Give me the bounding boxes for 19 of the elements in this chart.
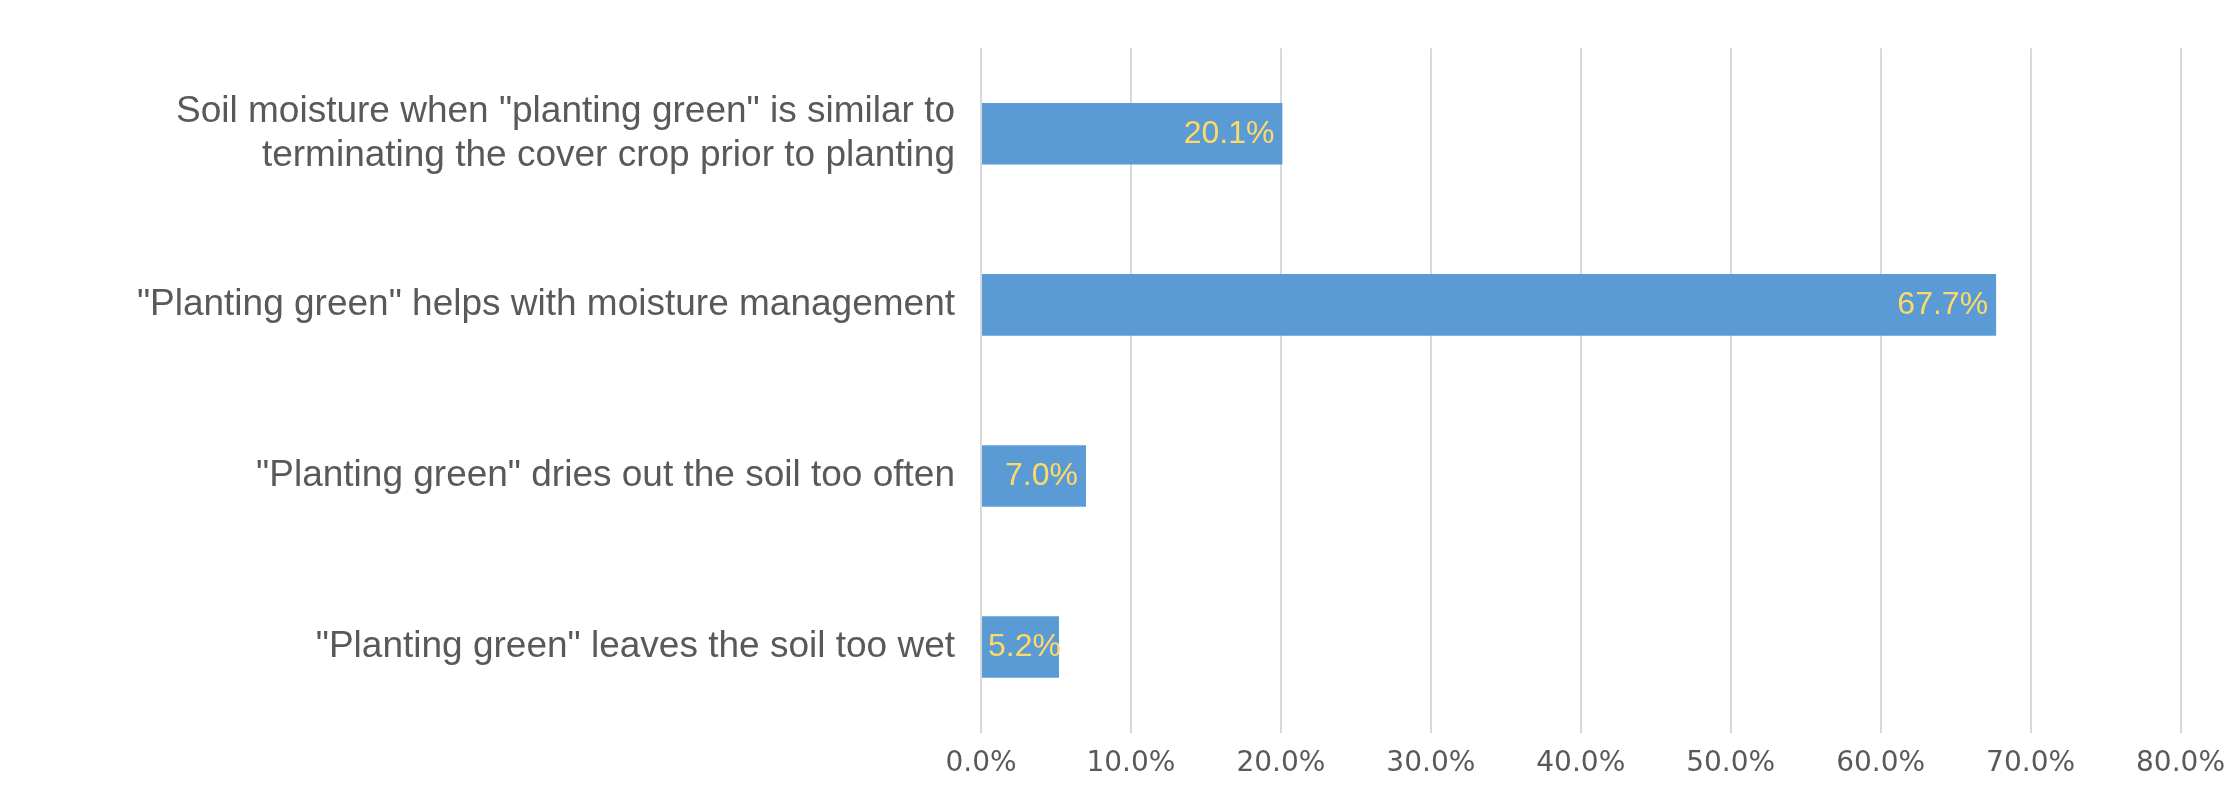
x-tick-label: 10.0%: [1086, 744, 1176, 778]
x-tick-label: 50.0%: [1686, 744, 1776, 778]
bar: [982, 102, 1283, 165]
x-tick-label: 60.0%: [1836, 744, 1926, 778]
data-label: 20.1%: [1183, 113, 1275, 150]
y-tick-label: Soil moisture when "planting green" is similar to terminating the cover crop prior to planting: [176, 88, 955, 175]
x-tick-label: 0.0%: [945, 744, 1017, 778]
x-tick-label: 20.0%: [1236, 744, 1326, 778]
bar: [982, 445, 1086, 507]
y-tick-label: "Planting green" leaves the soil too wet: [315, 624, 956, 666]
x-tick-label: 70.0%: [1986, 744, 2076, 778]
data-label: 67.7%: [1897, 284, 1989, 321]
x-tick-label: 30.0%: [1386, 744, 1476, 778]
x-tick-label: 40.0%: [1536, 744, 1626, 778]
y-tick-label: "Planting green" helps with moisture management: [136, 282, 956, 324]
bar: [982, 274, 1997, 336]
data-label: 7.0%: [1005, 455, 1078, 492]
x-tick-label: 80.0%: [2136, 744, 2225, 778]
y-tick-label: "Planting green" dries out the soil too often: [256, 453, 955, 495]
